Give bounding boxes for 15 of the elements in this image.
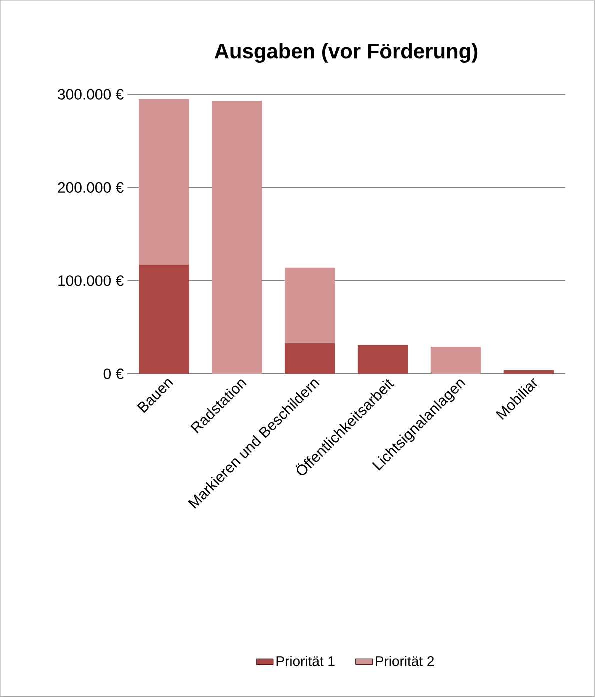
bar — [139, 99, 190, 266]
bar — [358, 345, 408, 374]
bar — [212, 101, 262, 374]
y-tick-label: 200.000 € — [58, 182, 124, 194]
legend-label: Priorität 2 — [376, 656, 434, 666]
bar — [504, 370, 554, 374]
legend-label: Priorität 1 — [276, 656, 335, 666]
bar — [430, 347, 482, 374]
chart-title: Ausgaben (vor Förderung) — [214, 43, 478, 64]
y-tick-label: 100.000 € — [58, 276, 124, 286]
bar — [285, 268, 336, 344]
y-tick-label: 300.000 € — [58, 89, 124, 100]
y-tick-label: 0 € — [104, 368, 124, 380]
bar — [139, 265, 190, 374]
bar — [285, 343, 336, 374]
